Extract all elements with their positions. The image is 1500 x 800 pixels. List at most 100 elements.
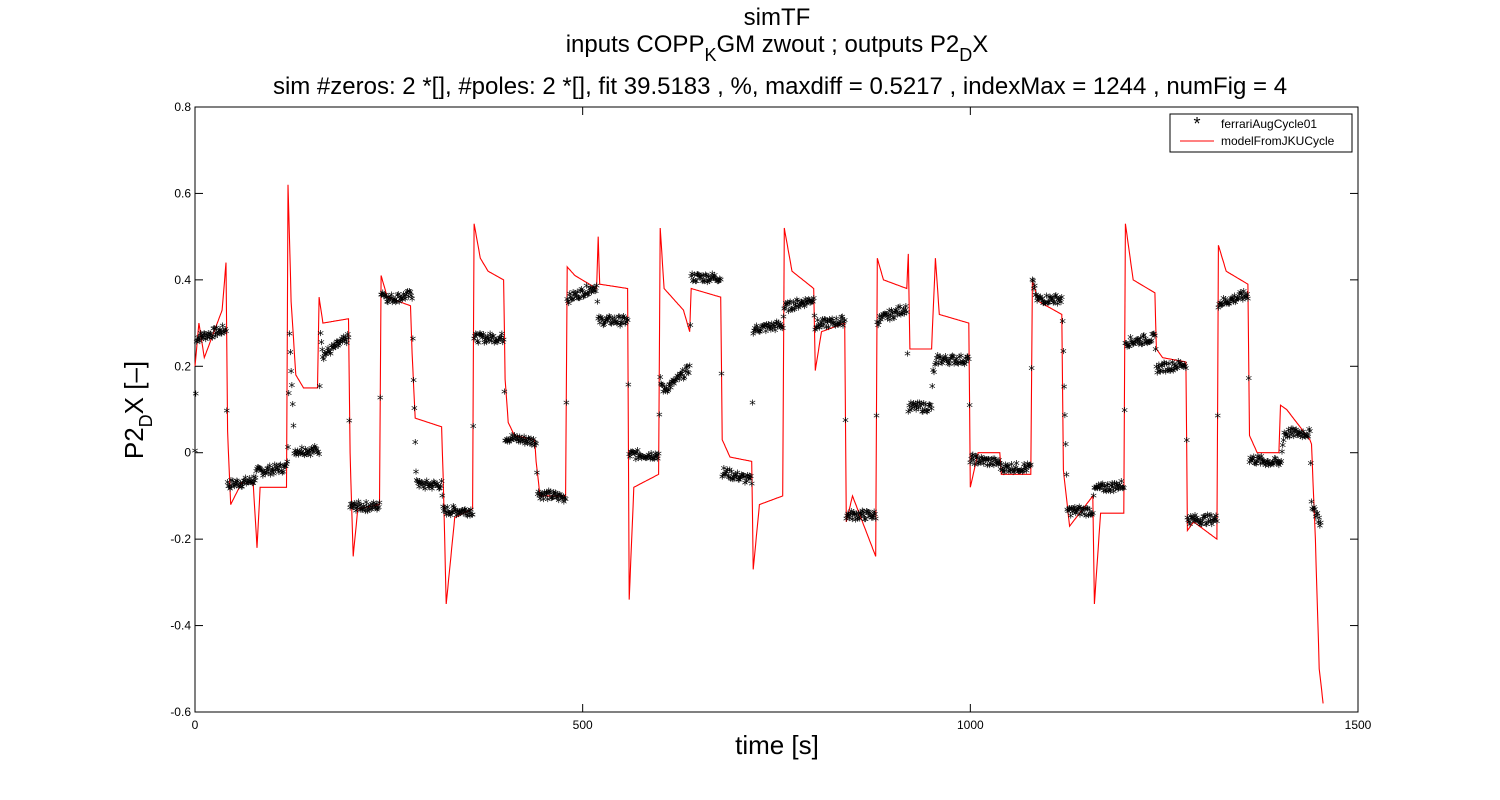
data-point: *: [1162, 360, 1169, 375]
data-point: *: [961, 360, 968, 375]
data-point: *: [800, 300, 807, 315]
data-point: *: [1230, 294, 1237, 309]
data-point: *: [892, 308, 899, 323]
data-point: *: [1145, 338, 1152, 353]
data-point: *: [381, 291, 388, 306]
data-point: *: [1225, 299, 1232, 314]
data-point: *: [219, 330, 226, 345]
data-point: *: [1030, 276, 1037, 291]
data-point: *: [1104, 481, 1111, 496]
data-point: *: [440, 503, 447, 518]
data-point: *: [1106, 485, 1113, 500]
data-point: *: [617, 321, 624, 336]
data-point: *: [505, 435, 512, 450]
data-point: *: [349, 500, 356, 515]
data-point: *: [334, 338, 341, 353]
data-point: *: [436, 485, 443, 500]
data-point: *: [1158, 361, 1165, 376]
data-point: *: [1008, 460, 1015, 475]
data-point: *: [235, 482, 242, 497]
data-point: *: [241, 476, 248, 491]
data-point: *: [198, 329, 205, 344]
data-point: *: [751, 327, 758, 342]
data-point: *: [338, 336, 345, 351]
data-point: *: [841, 316, 848, 331]
data-point: *: [452, 506, 459, 521]
data-point: *: [718, 370, 725, 385]
data-point: *: [765, 320, 772, 335]
data-point: *: [753, 321, 760, 336]
data-point: *: [409, 295, 416, 310]
data-point: *: [1180, 362, 1187, 377]
data-point: *: [999, 466, 1006, 481]
data-point: *: [417, 477, 424, 492]
data-point: *: [676, 375, 683, 390]
data-point: *: [1113, 479, 1120, 494]
data-point: *: [1281, 429, 1288, 444]
data-point: *: [1138, 340, 1145, 355]
data-point: *: [640, 453, 647, 468]
data-point: *: [695, 270, 702, 285]
data-point: *: [1053, 291, 1060, 306]
data-point: *: [1221, 298, 1228, 313]
data-point: *: [1173, 361, 1180, 376]
data-point: *: [1000, 464, 1007, 479]
ylabel-sub: D: [136, 414, 156, 427]
data-point: *: [855, 513, 862, 528]
data-point: *: [321, 349, 328, 364]
data-point: *: [317, 329, 324, 344]
data-point: *: [1222, 295, 1229, 310]
data-point: *: [483, 333, 490, 348]
data-point: *: [912, 400, 919, 415]
data-point: *: [644, 454, 651, 469]
data-point: *: [968, 455, 975, 470]
data-point: *: [402, 295, 409, 310]
data-point: *: [1135, 335, 1142, 350]
data-point: *: [365, 503, 372, 518]
data-point: *: [1148, 337, 1155, 352]
data-point: *: [567, 292, 574, 307]
data-point: *: [574, 287, 581, 302]
data-point: *: [898, 309, 905, 324]
data-point: *: [1050, 299, 1057, 314]
data-point: *: [577, 287, 584, 302]
data-point: *: [413, 476, 420, 491]
data-point: *: [822, 316, 829, 331]
data-point: *: [662, 387, 669, 402]
data-point: *: [1072, 503, 1079, 518]
data-point: *: [1157, 367, 1164, 382]
data-point: *: [624, 315, 631, 330]
data-point: *: [237, 479, 244, 494]
data-point: *: [849, 515, 856, 530]
data-point: *: [1014, 466, 1021, 481]
data-point: *: [467, 511, 474, 526]
data-point: *: [739, 471, 746, 486]
data-point: *: [934, 354, 941, 369]
data-point: *: [451, 504, 458, 519]
data-point: *: [606, 312, 613, 327]
data-point: *: [1285, 425, 1292, 440]
data-point: *: [600, 321, 607, 336]
data-point: *: [918, 400, 925, 415]
data-point: *: [1253, 460, 1260, 475]
data-point: *: [955, 360, 962, 375]
data-point: *: [1099, 482, 1106, 497]
data-point: *: [1243, 292, 1250, 307]
data-point: *: [1028, 460, 1035, 475]
data-point: *: [586, 288, 593, 303]
data-point: *: [794, 296, 801, 311]
data-point: *: [832, 322, 839, 337]
data-point: *: [673, 374, 680, 389]
data-point: *: [993, 460, 1000, 475]
data-point: *: [763, 327, 770, 342]
data-point: *: [851, 508, 858, 523]
data-point: *: [889, 308, 896, 323]
data-point: *: [833, 314, 840, 329]
data-point: *: [424, 480, 431, 495]
data-point: *: [1118, 477, 1125, 492]
data-point: *: [730, 472, 737, 487]
data-point: *: [490, 332, 497, 347]
data-point: *: [1052, 292, 1059, 307]
data-point: *: [1112, 484, 1119, 499]
data-point: *: [214, 331, 221, 346]
